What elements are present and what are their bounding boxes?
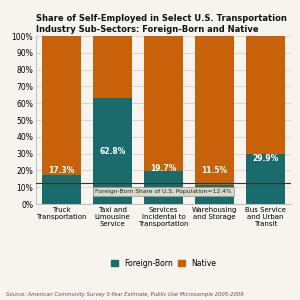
- Text: Share of Self-Employed in Select U.S. Transportation
Industry Sub-Sectors: Forei: Share of Self-Employed in Select U.S. Tr…: [36, 14, 287, 34]
- Text: 11.5%: 11.5%: [201, 166, 228, 175]
- Bar: [144, 171, 183, 204]
- Bar: [246, 154, 285, 204]
- Text: 62.8%: 62.8%: [99, 147, 126, 156]
- Text: 19.7%: 19.7%: [150, 164, 177, 173]
- Bar: [246, 36, 285, 154]
- Bar: [144, 36, 183, 171]
- Bar: [195, 36, 234, 185]
- Bar: [195, 185, 234, 204]
- Legend: Foreign-Born, Native: Foreign-Born, Native: [107, 256, 220, 271]
- Bar: [93, 36, 132, 98]
- Text: Foreign-Born Share of U.S. Population=12.4%: Foreign-Born Share of U.S. Population=12…: [95, 189, 232, 194]
- Bar: [42, 36, 81, 175]
- Bar: [42, 175, 81, 204]
- Text: 17.3%: 17.3%: [48, 166, 75, 175]
- Text: 29.9%: 29.9%: [252, 154, 279, 163]
- Text: Source: American Community Survey 5-Year Estimate, Public Use Microsample 2005-2: Source: American Community Survey 5-Year…: [6, 292, 244, 297]
- Bar: [93, 98, 132, 204]
